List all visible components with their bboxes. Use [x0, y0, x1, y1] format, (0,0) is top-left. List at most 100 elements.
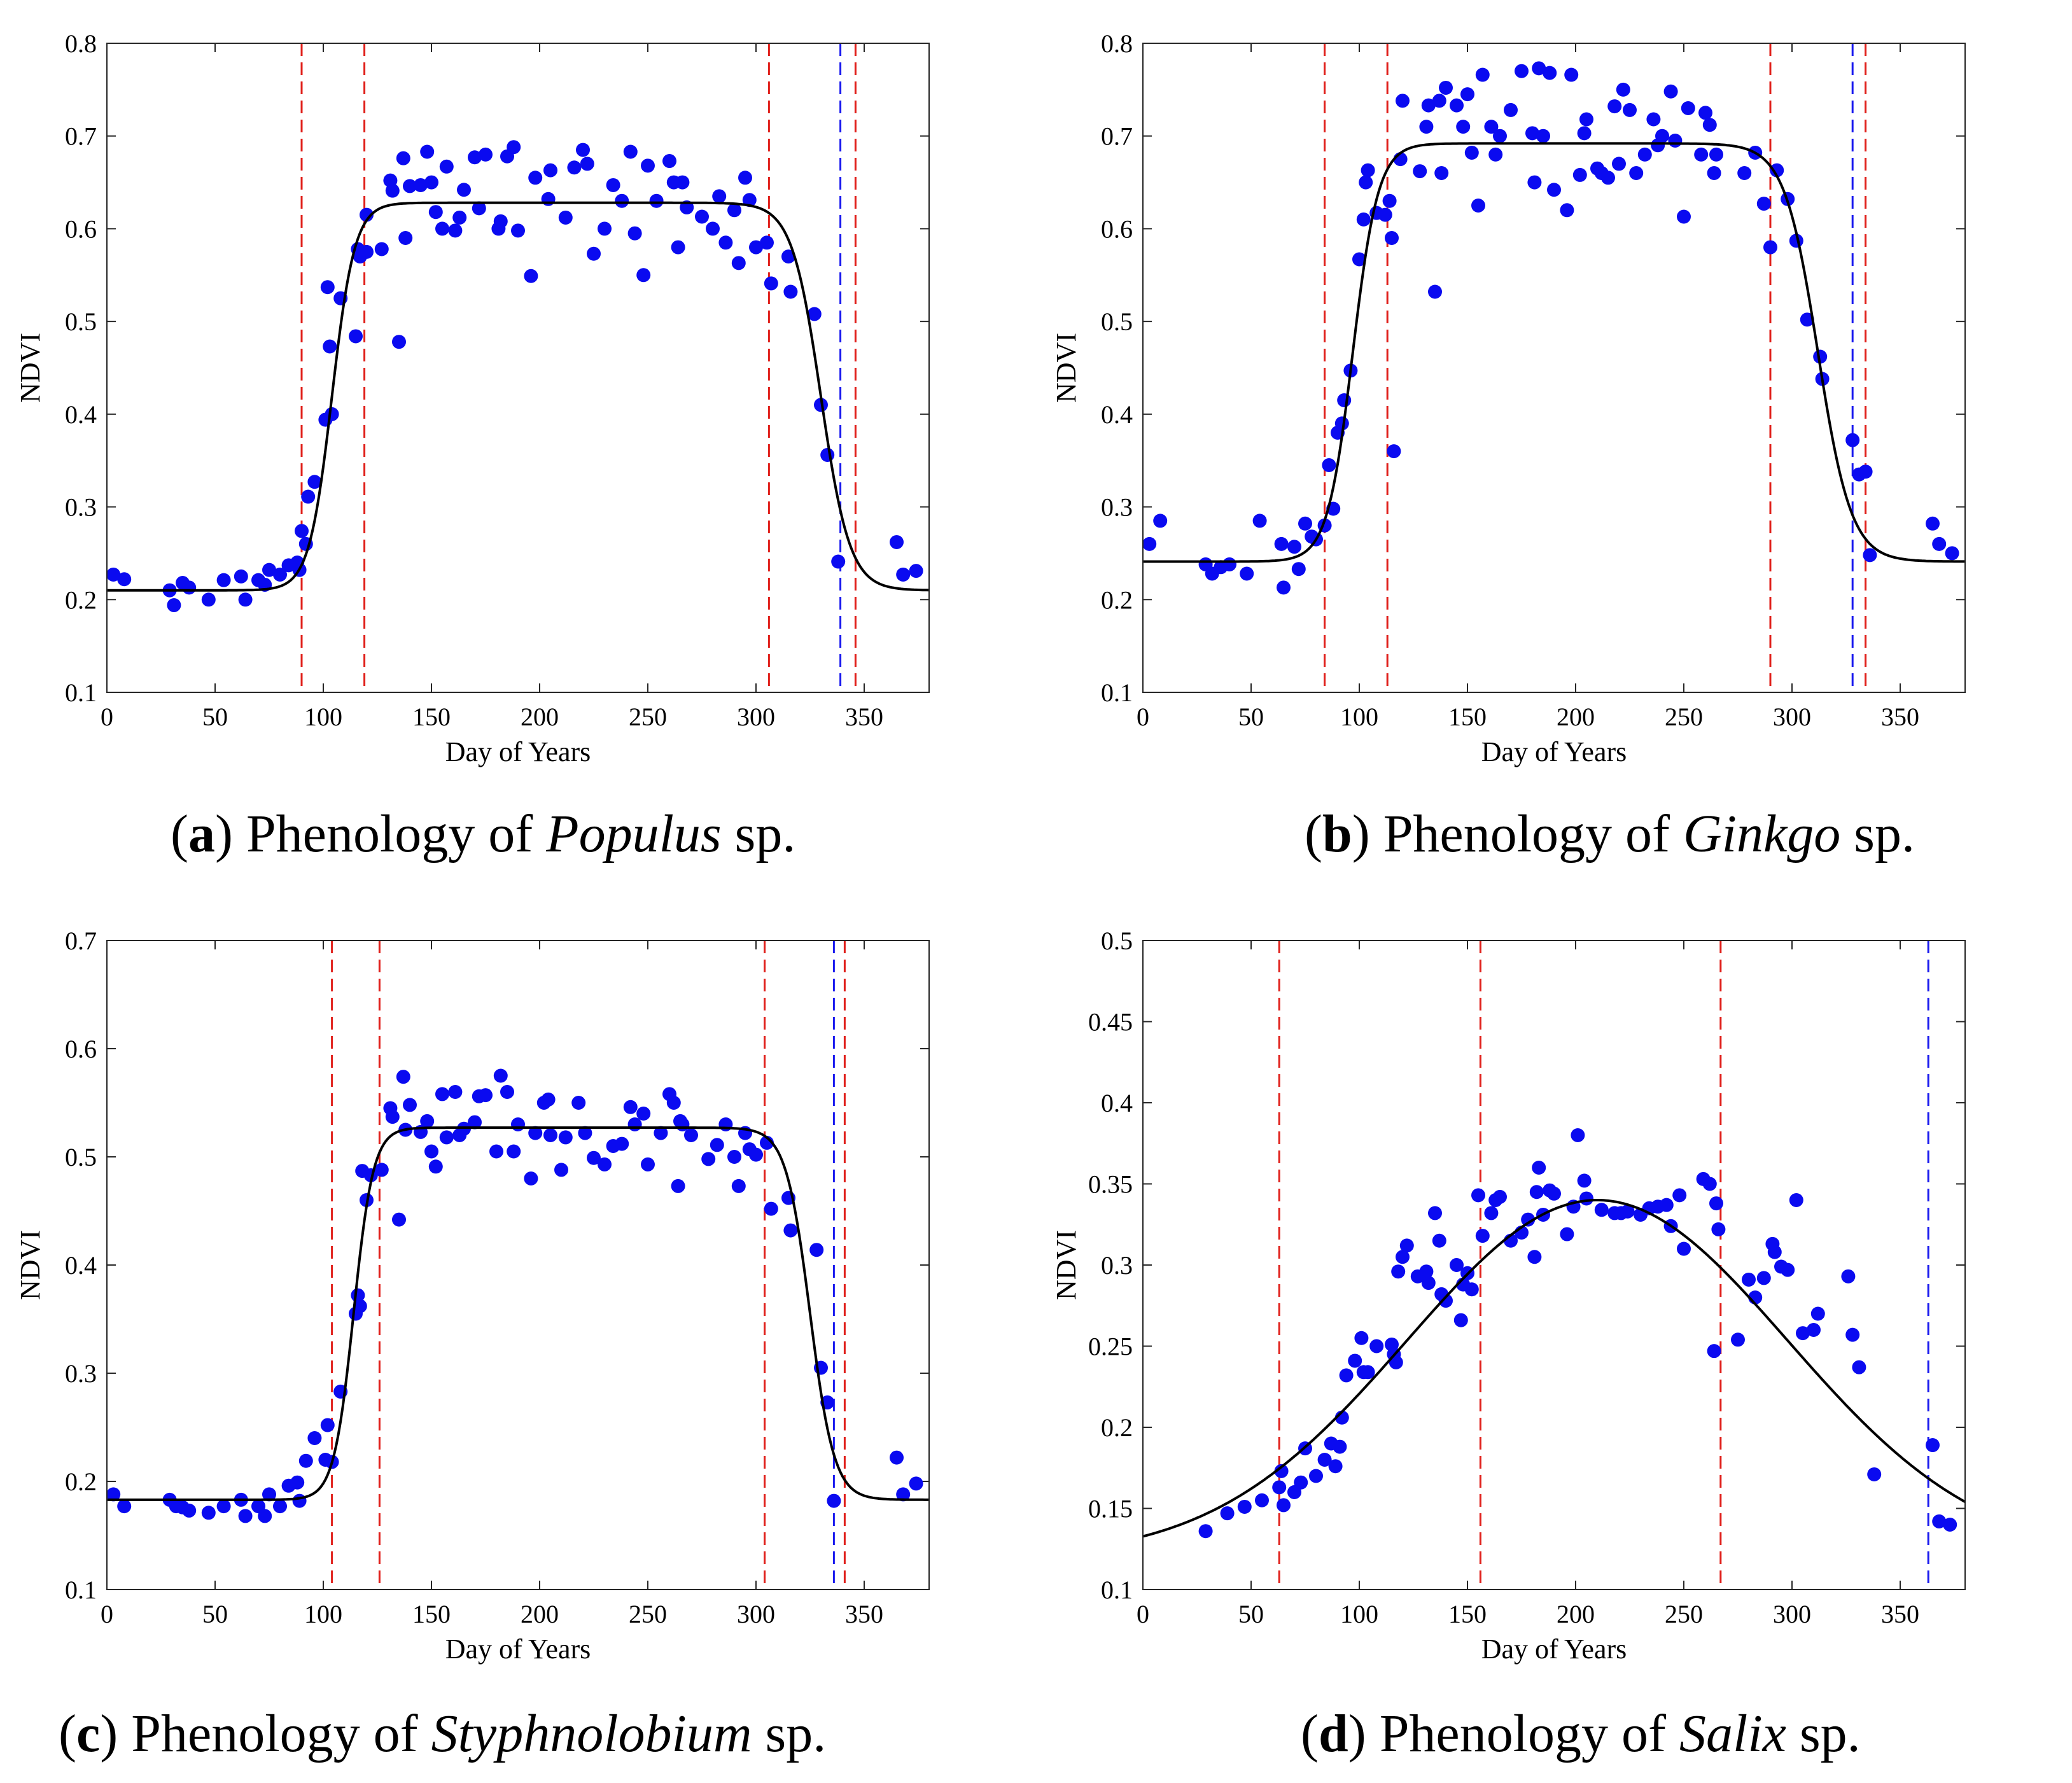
y-tick-label: 0.45	[1088, 1008, 1133, 1037]
data-point	[623, 1100, 638, 1114]
data-point	[567, 160, 582, 175]
data-point	[764, 276, 778, 291]
data-point	[182, 580, 197, 595]
data-point	[641, 158, 655, 173]
data-point	[827, 1493, 841, 1508]
axes-box	[106, 43, 930, 693]
data-point	[1428, 1206, 1442, 1220]
data-point	[615, 193, 629, 208]
data-point	[541, 1092, 556, 1107]
data-point	[606, 178, 620, 192]
y-tick-label: 0.2	[1101, 1413, 1133, 1442]
data-point	[1450, 98, 1464, 113]
data-point	[489, 1144, 503, 1159]
data-point	[710, 1138, 724, 1152]
data-point	[1536, 129, 1550, 143]
x-tick-label: 200	[521, 703, 559, 731]
data-point	[654, 1126, 668, 1140]
data-point	[1867, 1467, 1882, 1481]
data-point	[1460, 87, 1474, 102]
data-point	[718, 235, 733, 250]
plot-content	[1143, 940, 1965, 1590]
data-point	[1709, 147, 1723, 162]
data-point	[558, 210, 573, 225]
data-point	[107, 1487, 121, 1502]
data-point	[1694, 147, 1709, 162]
data-point	[107, 567, 121, 582]
data-point	[727, 203, 741, 218]
data-point	[524, 1171, 538, 1185]
data-point	[727, 1150, 741, 1164]
data-point	[1153, 514, 1168, 528]
data-point	[1464, 145, 1479, 160]
y-tick-label: 0.6	[65, 1035, 97, 1063]
data-point	[578, 1126, 592, 1140]
data-point	[1378, 207, 1392, 222]
data-point	[731, 256, 746, 270]
data-point	[587, 1150, 601, 1165]
y-tick-label: 0.3	[65, 493, 97, 522]
x-tick-label: 0	[101, 703, 113, 731]
data-point	[1571, 1128, 1585, 1142]
data-point	[1646, 112, 1661, 127]
data-point	[1291, 562, 1306, 577]
data-point	[807, 307, 822, 321]
data-point	[675, 175, 690, 190]
data-point	[238, 592, 253, 607]
data-point	[457, 183, 471, 197]
data-point	[468, 150, 482, 165]
data-point	[238, 1509, 253, 1523]
y-tick-label: 0.35	[1088, 1170, 1133, 1199]
data-point	[1702, 118, 1717, 132]
y-axis-label: NDVI	[15, 333, 46, 403]
data-point	[909, 564, 923, 578]
x-tick-label: 350	[845, 703, 883, 731]
panel-a: 0 50 100 150 200 250 300 350 0.1 0.2 0.3 0.4 0.5 0.6 0…	[0, 0, 1036, 853]
data-point	[1527, 175, 1542, 190]
data-point	[571, 1096, 586, 1110]
data-point	[1515, 64, 1529, 78]
data-point	[1707, 1344, 1721, 1359]
data-point	[1432, 94, 1446, 108]
data-point	[392, 1212, 406, 1227]
data-point	[472, 201, 486, 216]
data-point	[1322, 458, 1336, 472]
data-point	[1317, 1453, 1332, 1467]
y-tick-label: 0.5	[1101, 307, 1133, 336]
data-point	[1493, 129, 1507, 143]
x-axis-label: Day of Years	[1481, 736, 1627, 767]
data-point	[1620, 1204, 1635, 1219]
data-point	[320, 1418, 335, 1432]
data-point	[117, 1499, 132, 1514]
data-point	[1767, 1245, 1782, 1259]
data-point	[273, 567, 287, 582]
data-point	[1389, 1355, 1403, 1369]
data-point	[1493, 1189, 1507, 1204]
data-point	[511, 1117, 525, 1131]
x-axis-label: Day of Years	[445, 1633, 591, 1665]
x-tick-label: 50	[202, 703, 228, 731]
data-point	[295, 524, 309, 538]
data-point	[587, 246, 601, 261]
data-point	[1532, 61, 1546, 76]
data-point	[1356, 212, 1371, 227]
data-point	[167, 598, 181, 613]
data-point	[1339, 1368, 1354, 1383]
x-tick-label: 300	[737, 703, 775, 731]
data-point	[298, 1453, 313, 1468]
data-point	[1841, 1269, 1856, 1283]
data-point	[831, 554, 846, 569]
data-point	[1277, 580, 1291, 595]
data-point	[1616, 82, 1630, 97]
data-point	[627, 226, 642, 241]
data-point	[1926, 1438, 1940, 1453]
data-point	[1521, 1212, 1536, 1227]
data-point	[543, 163, 557, 178]
data-point	[1274, 536, 1289, 551]
y-axis-label: NDVI	[1051, 1230, 1082, 1300]
data-point	[671, 240, 685, 255]
data-point	[201, 592, 216, 607]
data-point	[374, 1163, 389, 1177]
y-tick-label: 0.7	[65, 122, 97, 151]
data-point	[1707, 166, 1721, 180]
